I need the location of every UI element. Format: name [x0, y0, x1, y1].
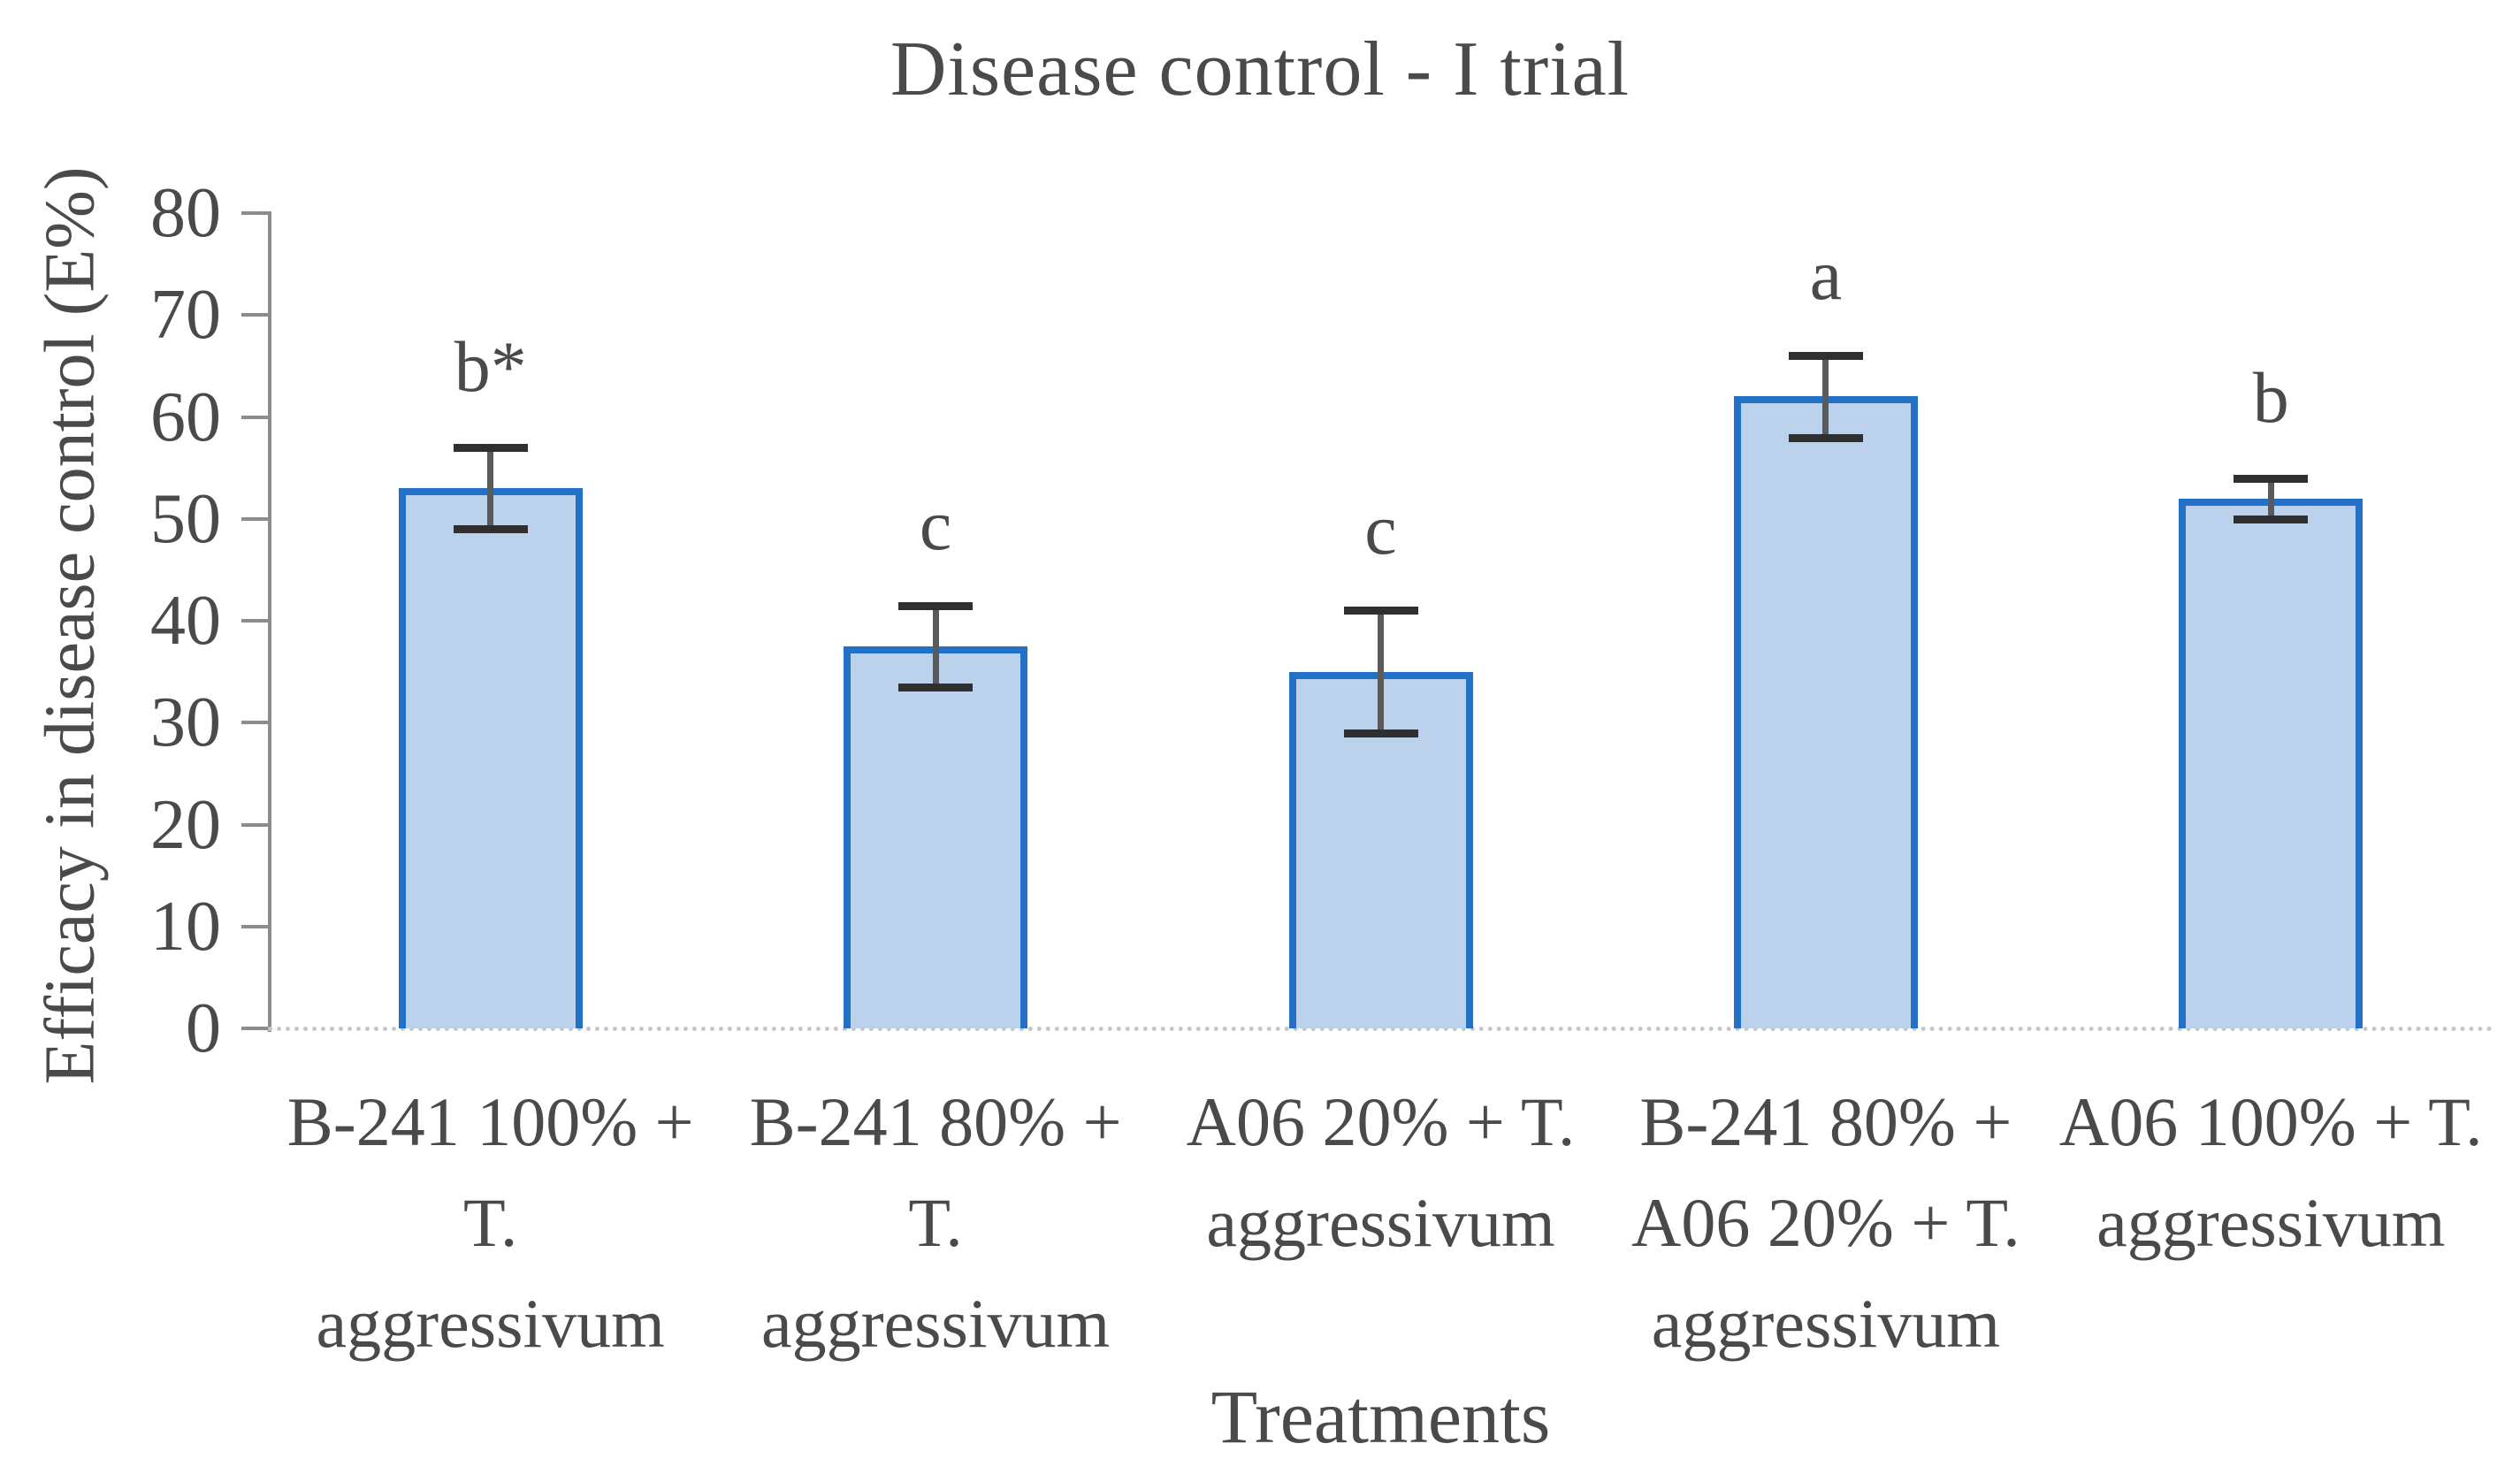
error-bar-cap-top [1788, 352, 1863, 361]
y-tick-mark [241, 516, 268, 521]
significance-letter: a [1809, 234, 1843, 316]
error-bar-cap-bottom [1343, 729, 1418, 737]
error-bar-cap-bottom [898, 683, 974, 691]
significance-letter: c [919, 484, 952, 565]
y-tick-label: 0 [186, 989, 221, 1067]
y-tick-label: 80 [150, 174, 221, 252]
y-tick-label: 40 [150, 582, 221, 660]
error-bar-cap-bottom [1788, 433, 1863, 442]
error-bar-cap-top [2234, 474, 2309, 483]
bar [398, 488, 583, 1028]
significance-letter: c [1364, 489, 1397, 570]
y-tick-label: 30 [150, 684, 221, 762]
x-axis-title: Treatments [1210, 1374, 1551, 1459]
bar [2179, 498, 2363, 1028]
error-bar-line [932, 605, 939, 687]
chart-title: Disease control - I trial [890, 27, 1630, 112]
y-tick-label: 70 [150, 276, 221, 355]
category-label: B-241 80% + A06 20% + T. aggressivum [1631, 1083, 2020, 1362]
category-label: B-241 80% + T. aggressivum [749, 1083, 1122, 1362]
y-tick-label: 20 [150, 785, 221, 864]
error-bar-cap-top [898, 601, 974, 610]
y-tick-mark [241, 415, 268, 419]
category-label: A06 100% + T. aggressivum [2058, 1083, 2483, 1261]
category-label: B-241 100% + T. aggressivum [286, 1083, 694, 1362]
y-tick-mark [241, 822, 268, 827]
error-bar-cap-top [453, 444, 528, 453]
y-tick-mark [241, 924, 268, 928]
error-bar-line [2267, 477, 2274, 519]
error-bar-cap-bottom [2234, 515, 2309, 523]
error-bar-cap-top [1343, 607, 1418, 615]
bar [844, 646, 1028, 1028]
y-tick-label: 50 [150, 479, 221, 558]
y-axis-line [268, 211, 271, 1032]
y-tick-label: 60 [150, 378, 221, 456]
y-tick-label: 10 [150, 887, 221, 966]
significance-letter: b* [454, 326, 527, 408]
y-tick-mark [241, 313, 268, 317]
category-label: A06 20% + T. aggressivum [1186, 1083, 1576, 1261]
x-axis-line [268, 1027, 2493, 1031]
y-tick-mark [241, 211, 268, 215]
error-bar-cap-bottom [453, 525, 528, 534]
bar [1733, 396, 1918, 1028]
y-tick-mark [241, 721, 268, 725]
y-tick-mark [241, 619, 268, 623]
error-bar-line [1822, 355, 1829, 438]
error-bar-line [1378, 610, 1384, 733]
y-tick-mark [241, 1027, 268, 1030]
significance-letter: b [2252, 356, 2289, 438]
error-bar-line [487, 447, 494, 530]
